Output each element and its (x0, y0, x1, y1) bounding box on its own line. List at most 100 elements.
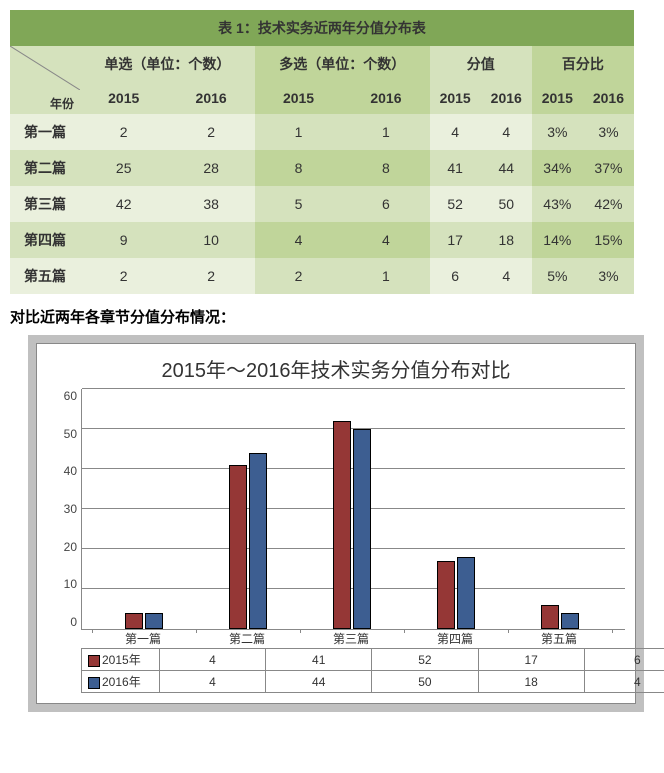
data-cell: 44 (481, 150, 532, 186)
table-row: 第二篇252888414434%37% (10, 150, 634, 186)
data-cell: 8 (255, 150, 342, 186)
data-cell: 1 (255, 114, 342, 150)
row-label: 第五篇 (10, 258, 80, 294)
row-label: 第一篇 (10, 114, 80, 150)
group-header: 单选（单位：个数） (80, 46, 255, 82)
data-cell: 37% (583, 150, 634, 186)
data-cell: 3% (583, 114, 634, 150)
year-header: 2015 (80, 82, 167, 114)
bar (353, 429, 371, 629)
data-cell: 4 (481, 258, 532, 294)
data-cell: 1 (342, 114, 429, 150)
data-cell: 5 (255, 186, 342, 222)
y-tick-label: 50 (47, 427, 77, 441)
bar (145, 613, 163, 629)
data-cell: 9 (80, 222, 167, 258)
bar (125, 613, 143, 629)
y-tick-label: 20 (47, 540, 77, 554)
legend-value-cell: 4 (159, 671, 265, 693)
legend-data-table: 2015年441521762016年44450184 (81, 648, 664, 693)
data-cell: 1 (342, 258, 429, 294)
data-cell: 28 (167, 150, 254, 186)
bar (437, 561, 455, 629)
group-header: 百分比 (532, 46, 634, 82)
table-row: 第一篇2211443%3% (10, 114, 634, 150)
data-cell: 2 (80, 114, 167, 150)
row-label: 第三篇 (10, 186, 80, 222)
x-category-label: 第三篇 (299, 630, 403, 647)
row-label: 第二篇 (10, 150, 80, 186)
data-cell: 17 (430, 222, 481, 258)
data-cell: 38 (167, 186, 254, 222)
row-label: 第四篇 (10, 222, 80, 258)
y-tick-label: 40 (47, 464, 77, 478)
data-cell: 42 (80, 186, 167, 222)
group-header: 多选（单位：个数） (255, 46, 430, 82)
data-cell: 3% (583, 258, 634, 294)
chart-title: 2015年～2016年技术实务分值分布对比 (47, 354, 625, 383)
y-tick-label: 60 (47, 389, 77, 403)
legend-value-cell: 4 (584, 671, 664, 693)
data-cell: 34% (532, 150, 583, 186)
x-category-label: 第一篇 (91, 630, 195, 647)
bar (229, 465, 247, 629)
year-header: 2016 (342, 82, 429, 114)
score-distribution-table: 表 1：技术实务近两年分值分布表 年份单选（单位：个数）多选（单位：个数）分值百… (10, 10, 634, 294)
comparison-caption: 对比近两年各章节分值分布情况： (10, 306, 654, 327)
data-cell: 2 (167, 114, 254, 150)
data-cell: 6 (342, 186, 429, 222)
y-tick-label: 0 (47, 615, 77, 629)
data-cell: 6 (430, 258, 481, 294)
year-header: 2016 (481, 82, 532, 114)
x-category-label: 第五篇 (507, 630, 611, 647)
x-axis-categories: 第一篇第二篇第三篇第四篇第五篇 (81, 630, 625, 648)
bar (541, 605, 559, 629)
data-cell: 14% (532, 222, 583, 258)
bar (561, 613, 579, 629)
data-cell: 50 (481, 186, 532, 222)
data-cell: 5% (532, 258, 583, 294)
legend-value-cell: 17 (478, 649, 584, 671)
data-cell: 4 (481, 114, 532, 150)
group-header: 分值 (430, 46, 532, 82)
year-header: 2015 (532, 82, 583, 114)
legend-value-cell: 18 (478, 671, 584, 693)
plot-area (81, 389, 625, 630)
y-axis: 0 10 20 30 40 50 60 (47, 389, 81, 629)
data-cell: 10 (167, 222, 254, 258)
year-header: 2015 (430, 82, 481, 114)
bar (333, 421, 351, 629)
year-header: 2015 (255, 82, 342, 114)
table-row: 第五篇2221645%3% (10, 258, 634, 294)
legend-series-label: 2015年 (82, 649, 160, 671)
y-tick-label: 10 (47, 577, 77, 591)
table-row: 第四篇91044171814%15% (10, 222, 634, 258)
corner-year-label: 年份 (50, 95, 74, 112)
data-cell: 25 (80, 150, 167, 186)
data-cell: 43% (532, 186, 583, 222)
legend-value-cell: 4 (159, 649, 265, 671)
data-cell: 4 (255, 222, 342, 258)
legend-series-label: 2016年 (82, 671, 160, 693)
data-cell: 2 (80, 258, 167, 294)
data-cell: 42% (583, 186, 634, 222)
data-cell: 4 (342, 222, 429, 258)
data-cell: 41 (430, 150, 481, 186)
data-cell: 2 (255, 258, 342, 294)
data-cell: 8 (342, 150, 429, 186)
table-row: 第三篇423856525043%42% (10, 186, 634, 222)
legend-value-cell: 41 (266, 649, 372, 671)
legend-value-cell: 44 (266, 671, 372, 693)
legend-value-cell: 52 (372, 649, 478, 671)
table-title: 表 1：技术实务近两年分值分布表 (10, 10, 634, 46)
chart-container: 2015年～2016年技术实务分值分布对比 0102030405060 第一篇第… (28, 335, 644, 712)
x-category-label: 第二篇 (195, 630, 299, 647)
y-tick-label: 30 (47, 502, 77, 516)
year-header: 2016 (583, 82, 634, 114)
legend-value-cell: 6 (584, 649, 664, 671)
data-cell: 15% (583, 222, 634, 258)
year-header: 2016 (167, 82, 254, 114)
x-category-label: 第四篇 (403, 630, 507, 647)
data-cell: 52 (430, 186, 481, 222)
bar (457, 557, 475, 629)
